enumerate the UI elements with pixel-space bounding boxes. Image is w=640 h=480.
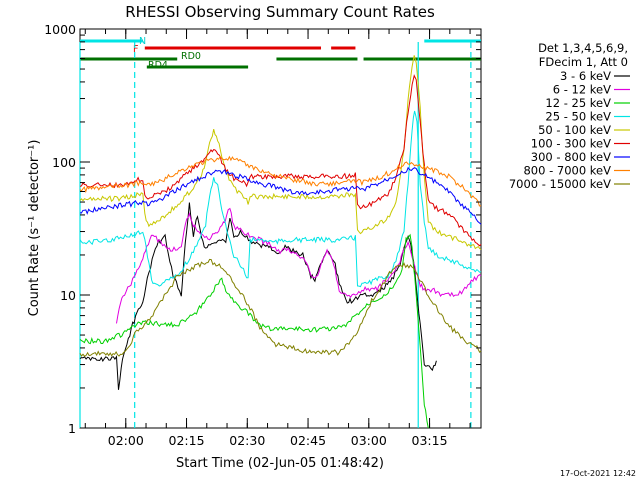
flag-label: RD4 [148, 60, 168, 71]
flag-label: RD0 [181, 51, 201, 62]
x-tick-label: 02:30 [229, 433, 265, 448]
series-line [79, 258, 482, 357]
y-axis-label: Count Rate (s⁻¹ detector⁻¹) [27, 140, 42, 317]
y-axis: 1 10 100 1000 [44, 22, 481, 436]
y-tick-label: 100 [52, 155, 76, 170]
plot-frame [79, 28, 482, 429]
legend-label: 12 - 25 keV [545, 96, 611, 110]
y-tick-label: 1000 [44, 22, 76, 37]
legend-label: 100 - 300 keV [531, 137, 611, 151]
series-line [79, 55, 482, 250]
x-tick-label: 02:45 [290, 433, 326, 448]
legend-label: 800 - 7000 keV [523, 164, 611, 178]
flag-label: F [133, 44, 138, 55]
legend-header-line2: FDecim 1, Att 0 [539, 55, 628, 69]
legend-label: 300 - 800 keV [531, 150, 611, 164]
legend-label: 3 - 6 keV [560, 69, 611, 83]
chart-title: RHESSI Observing Summary Count Rates [125, 3, 435, 21]
series-line [79, 155, 482, 207]
series-lines [79, 55, 482, 429]
series-line [79, 110, 482, 288]
x-tick-label: 02:15 [169, 433, 205, 448]
y-tick-label: 1 [68, 421, 76, 436]
legend-label: 7000 - 15000 keV [509, 177, 611, 191]
y-tick-label: 10 [60, 288, 76, 303]
flag-label: N [139, 36, 146, 47]
footer-date: 17-Oct-2021 12:42 [560, 469, 636, 478]
series-line [79, 166, 482, 225]
x-tick-label: 03:00 [351, 433, 387, 448]
attenuator-vlines [79, 42, 472, 428]
series-line [79, 233, 429, 429]
legend-header-line1: Det 1,3,4,5,6,9, [538, 41, 628, 55]
x-tick-label: 03:15 [412, 433, 448, 448]
x-axis: 02:00 02:15 02:30 02:45 03:00 03:15 [84, 29, 471, 448]
instrument-flags: NF RD0 RD4 [80, 36, 481, 71]
legend-label: 25 - 50 keV [545, 110, 611, 124]
series-line [79, 74, 482, 247]
legend-label: 50 - 100 keV [538, 123, 611, 137]
x-axis-label: Start Time (02-Jun-05 01:48:42) [176, 456, 384, 471]
legend-label: 6 - 12 keV [553, 83, 611, 97]
x-tick-label: 02:00 [108, 433, 144, 448]
legend: Det 1,3,4,5,6,9, FDecim 1, Att 0 3 - 6 k… [509, 41, 630, 191]
